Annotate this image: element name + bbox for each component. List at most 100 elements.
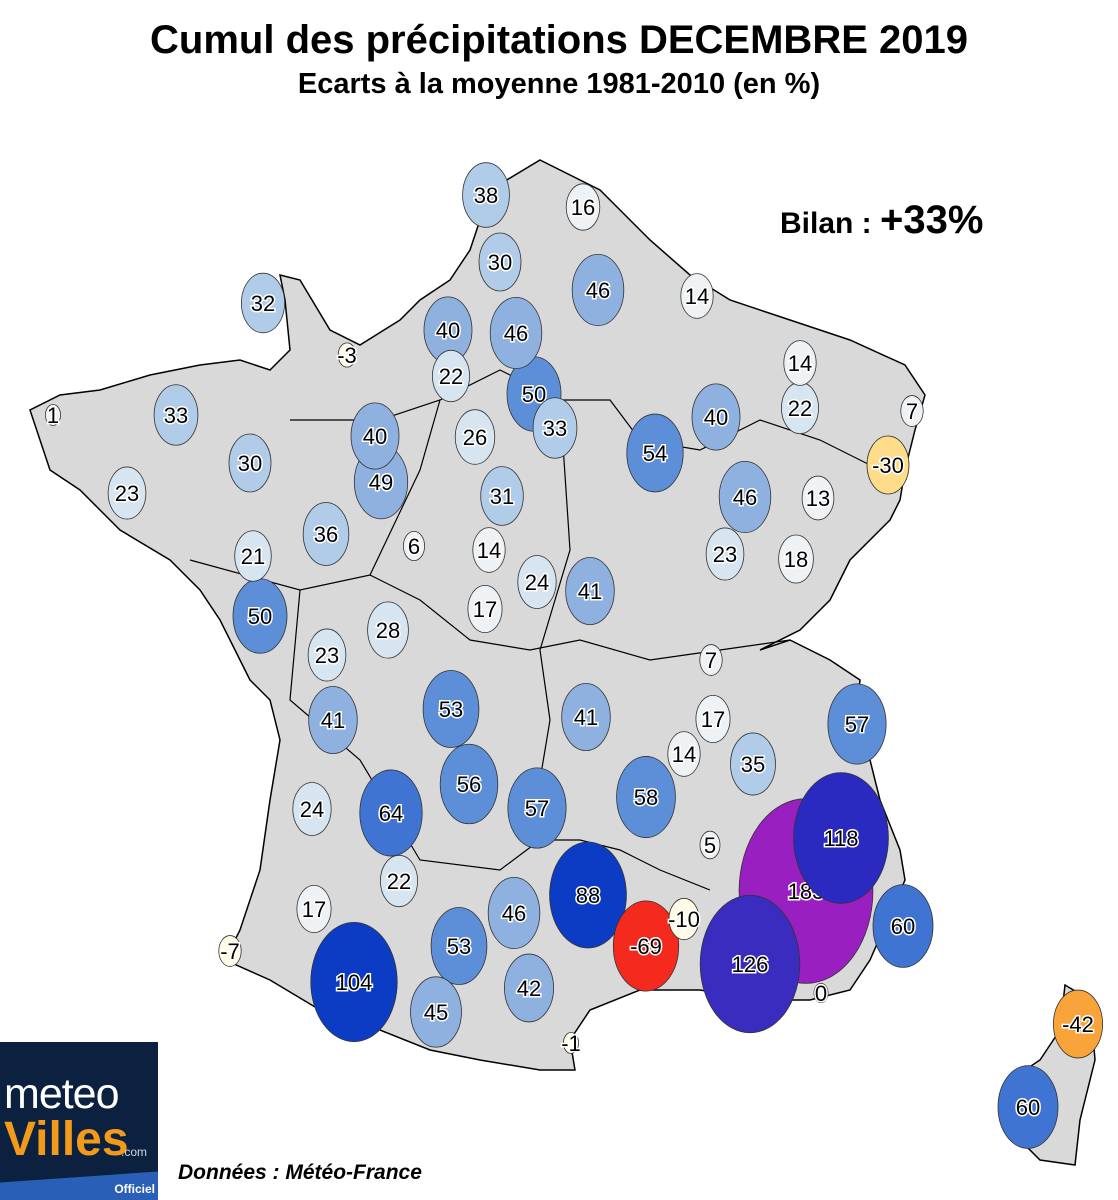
station-value: 60 [891,914,915,939]
station-value: 7 [705,648,717,673]
station-ellipse [680,273,714,319]
station-value: 14 [788,351,812,376]
station-ellipse [549,841,627,949]
station-ellipse [472,527,506,573]
station-ellipse [296,885,332,933]
station-value: 40 [436,318,460,343]
station-ellipse [517,555,557,609]
station-ellipse [612,900,680,992]
station-ellipse [367,601,409,659]
station-value: 30 [238,451,262,476]
map-title: Cumul des précipitations DECEMBRE 2019 [150,18,968,62]
station-ellipse [872,884,934,968]
station-bubble: 17 [467,585,503,633]
station-bubble: -7 [218,935,242,967]
station-value: 46 [502,901,526,926]
station-value: 24 [300,797,324,822]
station-bubble: 64 [359,769,423,857]
station-ellipse [718,460,772,534]
station-bubble: 54 [626,413,684,493]
station-ellipse [503,953,554,1023]
station-value: -42 [1062,1012,1094,1037]
station-bubble: -69 [612,900,680,992]
station-bubble: 46 [571,253,625,327]
station-bubble: 26 [454,409,496,465]
station-bubble: 126 [699,894,801,1034]
station-value: 14 [685,284,709,309]
station-value: -3 [337,343,357,368]
station-ellipse [813,982,829,1004]
station-value: 46 [586,278,610,303]
station-bubble: 24 [292,782,332,836]
station-value: 54 [643,441,667,466]
station-ellipse [454,409,496,465]
station-bubble: 57 [827,683,887,765]
bilan-label: Bilan : [780,207,872,240]
station-value: 23 [115,481,139,506]
station-value: 24 [525,570,549,595]
station-bubble: 17 [695,695,731,743]
station-ellipse [783,340,817,386]
map-subtitle: Ecarts à la moyenne 1981-2010 (en %) [297,68,821,100]
station-value: 22 [788,396,812,421]
station-value: 0 [815,981,827,1006]
station-value: 49 [369,470,393,495]
station-bubble: 14 [680,273,714,319]
station-value: -10 [668,907,700,932]
station-bubble: 88 [549,841,627,949]
station-ellipse [402,530,425,562]
station-bubble: -1 [560,1030,583,1058]
station-value: 64 [379,801,403,826]
station-value: 36 [314,522,338,547]
station-value: -69 [630,934,662,959]
station-value: 1 [47,403,59,428]
station-value: 41 [321,708,345,733]
station-ellipse [695,695,731,743]
station-bubble: 28 [367,601,409,659]
station-ellipse [616,756,676,838]
station-bubble: 24 [517,555,557,609]
station-ellipse [571,253,625,327]
station-bubble: 33 [153,384,199,446]
station-bubble: 58 [616,756,676,838]
station-ellipse [563,1032,580,1054]
station-value: 14 [477,538,501,563]
station-ellipse [626,413,684,493]
station-value: 50 [248,604,272,629]
bilan-value: +33% [880,198,984,242]
station-ellipse [307,628,347,682]
station-ellipse [45,404,62,426]
station-ellipse [489,296,543,370]
station-bubble: 40 [691,383,741,451]
station-ellipse [997,1065,1059,1149]
station-value: 21 [241,544,265,569]
station-bubble: 32 [240,272,285,334]
station-ellipse [866,435,910,495]
meteovilles-logo: meteo Villes .com Officiel [0,1042,158,1200]
station-ellipse [778,534,814,584]
station-ellipse [462,162,510,228]
station-value: -1 [561,1031,581,1056]
station-ellipse [730,732,776,796]
station-ellipse [478,232,522,292]
station-value: 56 [457,772,481,797]
station-value: -30 [872,453,904,478]
station-ellipse [240,272,285,334]
station-bubble: 17 [296,885,332,933]
station-value: 45 [424,1000,448,1025]
station-value: 57 [525,796,549,821]
station-value: 13 [806,486,830,511]
station-value: 17 [701,707,725,732]
station-bubble: 40 [350,402,400,470]
station-value: -7 [220,939,240,964]
station-ellipse [507,767,567,849]
station-ellipse [310,921,398,1043]
station-bubble: -30 [866,435,910,495]
station-bubble: 5 [699,830,721,860]
station-bubble: 53 [422,670,480,748]
station-bubble: 41 [561,683,611,751]
station-bubble: 46 [489,296,543,370]
station-bubble: 14 [472,527,506,573]
station-ellipse [699,830,721,860]
station-value: 33 [164,403,188,428]
